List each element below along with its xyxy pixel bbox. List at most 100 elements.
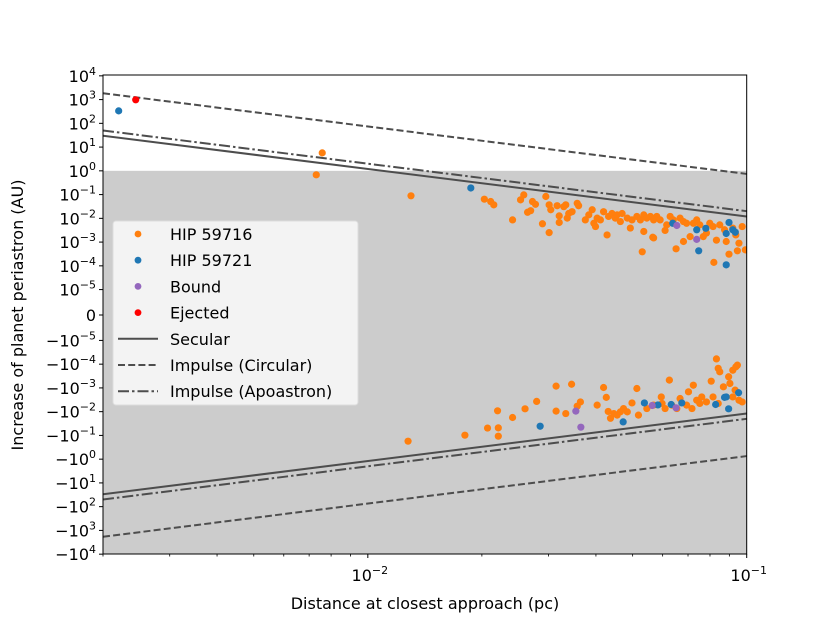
model-lines xyxy=(103,92,747,538)
legend-marker xyxy=(134,230,142,238)
y-tick-label: 100 xyxy=(69,160,96,181)
point-hip-59716 xyxy=(726,379,734,388)
point-hip-59716 xyxy=(604,407,612,416)
point-bound xyxy=(577,423,585,431)
legend-label: Secular xyxy=(170,330,230,349)
point-hip-59716 xyxy=(555,218,563,227)
point-hip-59716 xyxy=(588,206,596,214)
point-hip-59716 xyxy=(585,211,593,219)
point-hip-59721 xyxy=(722,393,730,401)
point-hip-59716 xyxy=(616,217,624,226)
point-hip-59716 xyxy=(603,231,611,239)
point-hip-59716 xyxy=(682,219,691,227)
point-hip-59716 xyxy=(520,191,528,199)
point-hip-59721 xyxy=(467,184,475,192)
legend-item: Secular xyxy=(118,330,230,349)
point-hip-59716 xyxy=(483,424,492,432)
point-hip-59716 xyxy=(672,245,680,253)
y-tick-label: 10−1 xyxy=(59,184,96,205)
line-impulse-apoastron--negative xyxy=(103,417,747,501)
point-hip-59716 xyxy=(599,383,608,392)
point-hip-59716 xyxy=(533,397,541,406)
point-hip-59716 xyxy=(684,388,693,396)
y-tick-label: 10−2 xyxy=(59,207,96,228)
legend-item: Bound xyxy=(134,277,221,296)
legend-label: Impulse (Apoastron) xyxy=(170,382,332,401)
point-hip-59716 xyxy=(618,209,626,218)
legend-marker xyxy=(134,256,142,264)
point-hip-59716 xyxy=(480,195,488,203)
legend-item: Impulse (Apoastron) xyxy=(118,382,332,401)
point-bound xyxy=(648,401,656,410)
point-hip-59716 xyxy=(657,393,665,401)
point-hip-59716 xyxy=(461,431,469,439)
point-hip-59716 xyxy=(633,384,641,393)
x-axis-label: Distance at closest approach (pc) xyxy=(291,594,560,613)
point-hip-59716 xyxy=(719,383,728,391)
point-hip-59716 xyxy=(404,437,412,445)
point-hip-59716 xyxy=(553,202,561,210)
point-hip-59716 xyxy=(735,239,743,247)
point-hip-59721 xyxy=(619,418,627,426)
point-hip-59716 xyxy=(738,222,746,231)
y-tick-label: 10−3 xyxy=(59,231,96,252)
point-hip-59721 xyxy=(693,226,701,234)
point-bound xyxy=(572,407,580,415)
point-hip-59716 xyxy=(636,216,644,224)
point-bound xyxy=(693,235,701,243)
y-tick-label: 101 xyxy=(69,136,96,157)
point-hip-59721 xyxy=(678,399,686,407)
point-hip-59716 xyxy=(593,401,601,409)
legend-box xyxy=(112,220,359,406)
axes: 10410310210110010−110−210−310−410−50−10−… xyxy=(46,65,767,585)
point-hip-59716 xyxy=(741,246,747,254)
legend-item: HIP 59716 xyxy=(134,225,252,244)
point-bound xyxy=(673,221,681,230)
point-hip-59716 xyxy=(493,407,502,415)
point-hip-59716 xyxy=(552,407,560,415)
y-tick-label: −10−4 xyxy=(46,353,96,374)
legend-marker xyxy=(134,283,142,290)
y-tick-label: 0 xyxy=(86,306,96,325)
point-hip-59716 xyxy=(733,361,741,369)
point-hip-59716 xyxy=(661,226,669,235)
point-hip-59716 xyxy=(555,212,563,220)
line-impulse-circular--positive xyxy=(103,92,747,175)
legend-label: Bound xyxy=(170,277,221,296)
y-tick-label: −104 xyxy=(55,543,96,564)
point-bound xyxy=(672,404,680,412)
y-tick-label: −102 xyxy=(55,496,96,517)
point-hip-59716 xyxy=(568,208,576,216)
point-hip-59716 xyxy=(567,380,576,388)
point-hip-59716 xyxy=(725,250,733,258)
point-hip-59716 xyxy=(698,393,706,401)
y-axis-label: Increase of planet periastron (AU) xyxy=(8,180,27,451)
y-tick-label: 104 xyxy=(69,65,96,86)
point-hip-59716 xyxy=(547,206,555,214)
y-tick-label: 10−5 xyxy=(59,279,96,300)
point-hip-59716 xyxy=(688,404,696,413)
legend-label: HIP 59721 xyxy=(170,251,252,270)
legend-item: Ejected xyxy=(134,304,229,323)
point-hip-59716 xyxy=(602,393,610,401)
point-hip-59721 xyxy=(654,401,662,409)
point-hip-59721 xyxy=(695,247,703,255)
point-hip-59716 xyxy=(729,393,737,401)
point-hip-59716 xyxy=(613,411,621,419)
point-hip-59716 xyxy=(640,227,648,236)
point-hip-59716 xyxy=(650,234,658,242)
point-hip-59721 xyxy=(735,389,743,397)
point-hip-59716 xyxy=(738,398,746,406)
legend-label: Impulse (Circular) xyxy=(170,356,312,375)
x-tick-label: 10−1 xyxy=(730,564,767,585)
point-hip-59716 xyxy=(643,404,651,413)
point-hip-59716 xyxy=(599,208,608,216)
point-hip-59716 xyxy=(576,398,585,406)
y-tick-label: −101 xyxy=(55,472,96,493)
point-hip-59716 xyxy=(312,171,320,179)
point-hip-59721 xyxy=(731,228,739,236)
point-hip-59716 xyxy=(626,224,634,232)
point-hip-59716 xyxy=(663,221,671,229)
point-hip-59716 xyxy=(707,377,715,385)
